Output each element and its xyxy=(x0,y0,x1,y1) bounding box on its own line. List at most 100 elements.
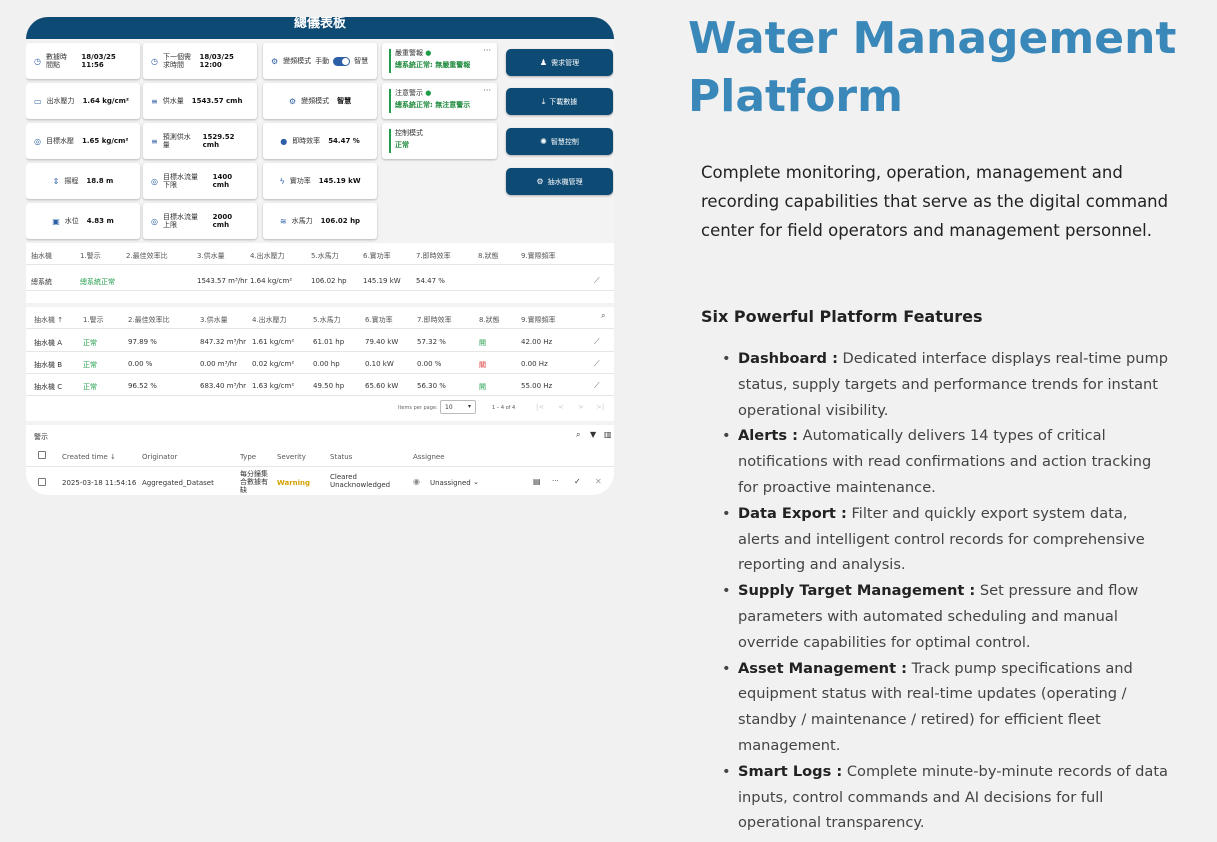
trend-icon[interactable]: ⟋ xyxy=(594,381,600,390)
select-all-checkbox[interactable] xyxy=(38,451,46,459)
gear-icon: ⚙ xyxy=(271,56,279,66)
alarm-title: 控制模式 xyxy=(395,129,423,137)
page-title-text: Water Management Platform xyxy=(688,13,1177,122)
pump-management-button[interactable]: ⚙ 抽水機管理 xyxy=(506,168,613,195)
list-item: Dashboard : Dedicated interface displays… xyxy=(722,346,1170,423)
cell-state: 開 xyxy=(479,383,486,391)
column-header: 抽水機 xyxy=(31,252,52,260)
prev-page-icon[interactable]: < xyxy=(558,403,564,411)
smart-control-button[interactable]: ✺ 智慧控制 xyxy=(506,128,613,155)
mode-toggle-switch[interactable] xyxy=(333,56,351,66)
tile-value: 145.19 kW xyxy=(318,177,361,185)
row-checkbox[interactable] xyxy=(38,478,46,486)
table-header-row: 抽水機 ↑ 1.警示 2.最佳效率比 3.供水量 4.出水壓力 5.水馬力 6.… xyxy=(26,307,614,329)
tile-label: 揚程 xyxy=(64,177,79,185)
alarm-title: 注意警示 xyxy=(395,89,423,97)
user-icon: ♟ xyxy=(539,58,548,67)
more-icon[interactable]: ··· xyxy=(483,46,491,55)
alerts-panel: 警示 ⌕ ▼ ▥ Created time ↓ Originator Type … xyxy=(26,425,614,495)
cell-state: 開 xyxy=(479,339,486,347)
more-icon[interactable]: ··· xyxy=(483,86,491,95)
tile-label: 水位 xyxy=(64,217,79,225)
tile-vfd-mode: ⚙ 變頻模式 智慧 xyxy=(263,83,377,119)
column-header: 6.實功率 xyxy=(363,252,391,260)
tile-value: 1400 cmh xyxy=(212,173,233,189)
table-row[interactable]: 抽水機 A 正常 97.89 % 847.32 m³/hr 1.61 kg/cm… xyxy=(26,330,614,352)
bulb-icon: ✺ xyxy=(540,137,547,146)
head-icon: ⇕ xyxy=(52,176,60,186)
column-header: 9.實際頻率 xyxy=(521,252,556,260)
column-header[interactable]: Created time ↓ xyxy=(62,453,116,461)
chevron-down-icon[interactable]: ⌄ xyxy=(473,478,479,486)
cell-alert: 總系統正常 xyxy=(80,278,115,286)
column-header: 1.警示 xyxy=(83,316,104,324)
tile-predicted-supply: ≡ 預測供水量 1529.52 cmh xyxy=(143,123,257,159)
cell-frequency: 55.00 Hz xyxy=(521,382,553,390)
tile-value: 18/03/25 12:00 xyxy=(199,53,234,69)
column-header: Severity xyxy=(277,453,306,461)
cell-pressure: 1.61 kg/cm² xyxy=(252,338,295,346)
cell-supply: 0.00 m³/hr xyxy=(200,360,238,368)
column-header: 3.供水量 xyxy=(197,252,225,260)
cell-supply: 683.40 m³/hr xyxy=(200,382,247,390)
feature-text: Automatically delivers 14 types of criti… xyxy=(738,427,1152,496)
search-icon[interactable]: ⌕ xyxy=(601,311,606,320)
trend-icon[interactable]: ⟋ xyxy=(594,276,600,285)
tile-value: 54.47 % xyxy=(328,137,360,145)
columns-icon[interactable]: ▥ xyxy=(604,430,612,439)
feature-name: Smart Logs : xyxy=(738,762,843,780)
next-page-icon[interactable]: > xyxy=(578,403,584,411)
pump-icon: ⚙ xyxy=(536,177,544,186)
tile-label: 出水壓力 xyxy=(46,97,75,105)
download-data-button[interactable]: ⤓ 下載數據 xyxy=(506,88,613,115)
more-icon[interactable]: ··· xyxy=(552,477,559,485)
table-row[interactable]: 2025-03-18 11:54:16 Aggregated_Dataset 每… xyxy=(26,469,614,495)
cell-name: 總系統 xyxy=(31,278,52,286)
cell-hp: 49.50 hp xyxy=(313,382,345,390)
cell-assignee[interactable]: Unassigned xyxy=(430,479,471,487)
table-row[interactable]: 抽水機 B 正常 0.00 % 0.00 m³/hr 0.02 kg/cm² 0… xyxy=(26,352,614,374)
control-mode-card: 控制模式 正常 xyxy=(382,123,497,159)
items-per-page-select[interactable]: 10 ▾ xyxy=(440,400,476,414)
clear-icon[interactable]: ✕ xyxy=(595,477,602,486)
first-page-icon[interactable]: |< xyxy=(536,403,545,411)
tile-value: 18/03/25 11:56 xyxy=(81,53,116,69)
table-row[interactable]: 總系統 總系統正常 1543.57 m³/hr 1.64 kg/cm² 106.… xyxy=(26,269,614,291)
acknowledge-icon[interactable]: ✓ xyxy=(574,477,581,486)
cell-name: 抽水機 B xyxy=(34,361,63,369)
critical-alarm-card[interactable]: 嚴重警報 ● 總系統正常: 無嚴重警報 ··· xyxy=(382,43,497,79)
table-row[interactable]: 抽水機 C 正常 96.52 % 683.40 m³/hr 1.63 kg/cm… xyxy=(26,374,614,396)
column-header: 6.實功率 xyxy=(365,316,393,324)
alarm-status: 正常 xyxy=(395,141,409,149)
tile-label: 預測供水量 xyxy=(162,133,191,149)
power-icon: ϟ xyxy=(279,176,285,186)
feature-name: Asset Management : xyxy=(738,659,907,677)
filter-icon[interactable]: ▼ xyxy=(590,430,597,439)
tile-value: 1.64 kg/cm² xyxy=(82,97,130,105)
column-header: Assignee xyxy=(413,453,445,461)
feature-name: Alerts : xyxy=(738,427,798,445)
gauge-icon: ▭ xyxy=(34,96,42,106)
search-icon[interactable]: ⌕ xyxy=(576,430,581,439)
features-list: Dashboard : Dedicated interface displays… xyxy=(722,346,1170,836)
trend-icon[interactable]: ⟋ xyxy=(594,337,600,346)
trend-icon[interactable]: ⟋ xyxy=(594,359,600,368)
tile-value: 106.02 hp xyxy=(320,217,361,225)
download-icon: ⤓ xyxy=(541,96,546,106)
button-label: 智慧控制 xyxy=(550,137,579,146)
alarm-status: 總系統正常: 無注意警示 xyxy=(395,101,471,109)
caution-alarm-card[interactable]: 注意警示 ● 總系統正常: 無注意警示 ··· xyxy=(382,83,497,119)
cell-power: 0.10 kW xyxy=(365,360,394,368)
last-page-icon[interactable]: >| xyxy=(596,403,605,411)
comment-icon[interactable]: ▤ xyxy=(533,477,541,486)
demand-management-button[interactable]: ♟ 需求管理 xyxy=(506,49,613,76)
button-label: 需求管理 xyxy=(551,58,580,67)
tile-label: 下一個需求時間 xyxy=(162,53,191,69)
feature-name: Data Export : xyxy=(738,504,847,522)
flow-icon: ≡ xyxy=(151,96,158,106)
cell-ratio: 96.52 % xyxy=(128,382,157,390)
cell-efficiency: 56.30 % xyxy=(417,382,446,390)
column-header[interactable]: 抽水機 ↑ xyxy=(34,316,64,324)
cell-time: 2025-03-18 11:54:16 xyxy=(62,479,137,487)
column-header: Status xyxy=(330,453,353,461)
